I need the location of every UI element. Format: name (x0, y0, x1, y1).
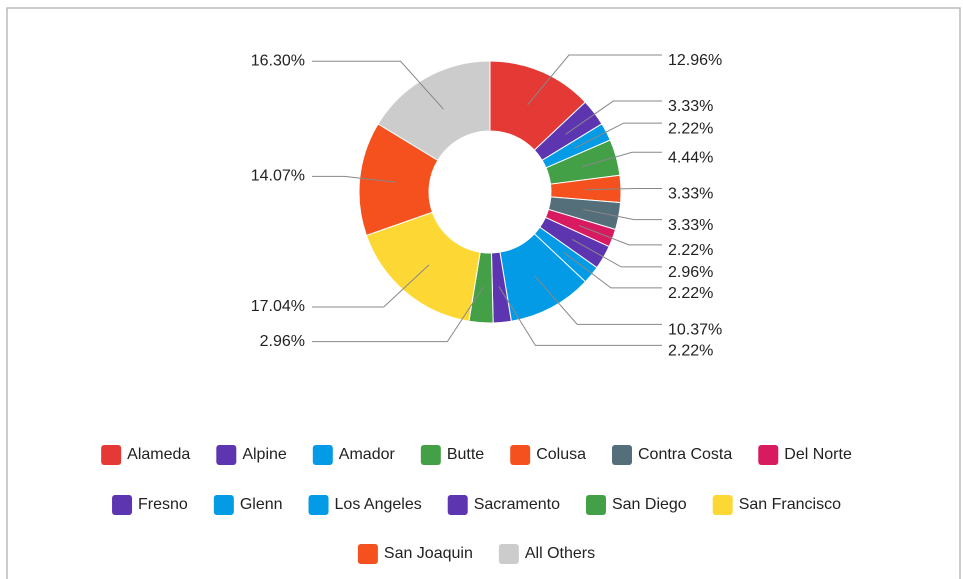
data-label: 12.96% (668, 52, 722, 69)
legend-swatch (101, 445, 122, 465)
data-label: 10.37% (668, 322, 722, 339)
data-label: 2.22% (668, 343, 713, 360)
legend-label: Alameda (127, 446, 190, 463)
leader-line (312, 286, 484, 343)
leader-line (584, 187, 662, 191)
legend-swatch (216, 445, 237, 465)
legend-swatch (312, 445, 333, 465)
leader-line (312, 264, 430, 308)
legend-swatch (712, 495, 733, 515)
legend-label: San Joaquin (384, 545, 473, 562)
legend-label: Amador (339, 446, 396, 463)
legend-swatch (758, 445, 779, 465)
leader-line (565, 100, 662, 135)
legend-swatch (420, 445, 441, 465)
legend-label: Del Norte (784, 446, 852, 463)
legend-row: San Joaquin All Others (357, 544, 595, 564)
legend-label: Butte (447, 446, 484, 463)
legend-row: Fresno Glenn Los Angeles Sacramento San Dieg… (112, 495, 841, 515)
legend-swatch (498, 544, 519, 564)
legend-swatch (510, 445, 531, 465)
legend-label: San Diego (612, 496, 687, 513)
legend-swatch (612, 445, 632, 465)
legend-swatch (447, 495, 468, 515)
leader-line (534, 275, 662, 325)
data-label: 2.96% (260, 333, 305, 350)
data-label: 3.33% (668, 98, 713, 115)
legend-row: Alameda Alpine Amador Butte Colusa Contra Cos… (101, 445, 852, 465)
legend-swatch (112, 495, 133, 515)
leader-line (498, 286, 662, 346)
data-label: 14.07% (251, 168, 305, 185)
legend-label: Colusa (536, 446, 586, 463)
legend-label: San Francisco (739, 496, 841, 513)
leader-line (581, 151, 662, 168)
donut-slice (377, 60, 491, 161)
legend-label: Sacramento (474, 496, 560, 513)
data-label: 3.33% (668, 217, 713, 234)
legend-label: Contra Costa (638, 446, 732, 463)
data-label: 2.22% (668, 120, 713, 137)
data-label: 16.30% (251, 52, 305, 69)
frame (6, 7, 961, 579)
leader-line (312, 175, 396, 183)
legend-label: Fresno (138, 496, 188, 513)
legend-label: Alpine (242, 446, 287, 463)
legend-label: Glenn (240, 496, 283, 513)
data-label: 2.22% (668, 242, 713, 259)
legend-swatch (213, 495, 234, 515)
legend-swatch (308, 495, 329, 515)
data-label: 17.04% (251, 298, 305, 315)
data-label: 2.22% (668, 285, 713, 302)
leader-line (572, 238, 662, 268)
leader-line (583, 209, 662, 221)
data-label: 2.96% (668, 264, 713, 281)
data-label: 3.33% (668, 186, 713, 203)
legend-swatch (357, 544, 378, 564)
legend-label: All Others (525, 545, 595, 562)
legend-swatch (585, 495, 606, 515)
leader-line (574, 122, 662, 149)
leader-line (527, 54, 662, 106)
data-label: 4.44% (668, 150, 713, 167)
leader-line (312, 60, 444, 110)
legend-label: Los Angeles (335, 496, 422, 513)
leader-line (578, 224, 662, 246)
leader-line (563, 251, 662, 289)
